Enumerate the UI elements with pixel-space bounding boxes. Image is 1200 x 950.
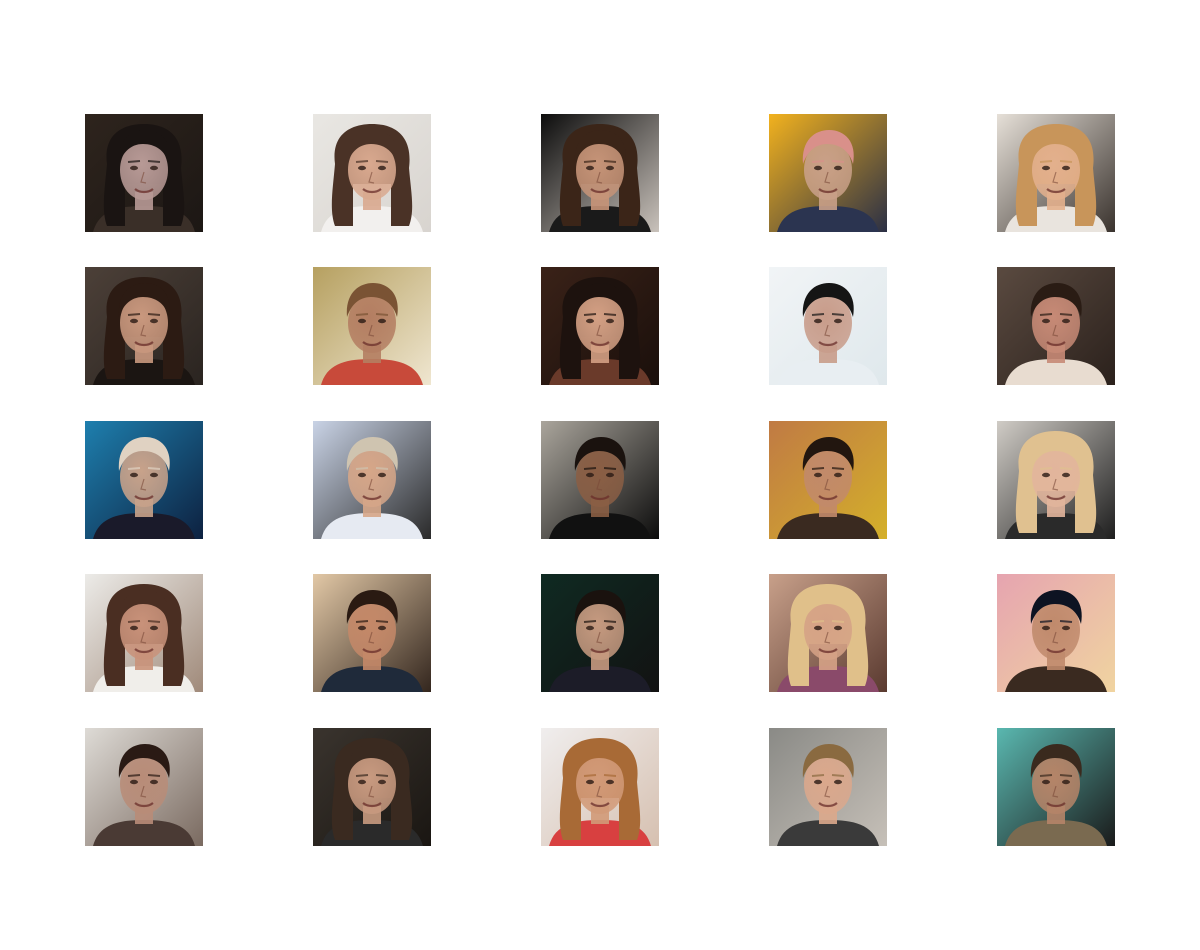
face-image	[997, 728, 1115, 846]
face-image	[85, 728, 203, 846]
face-image	[541, 728, 659, 846]
face-image	[541, 267, 659, 385]
face-image	[313, 728, 431, 846]
face-image	[769, 421, 887, 539]
face-image	[313, 114, 431, 232]
face-image	[313, 267, 431, 385]
face-image	[769, 267, 887, 385]
face-image	[541, 114, 659, 232]
face-image	[541, 574, 659, 692]
face-image	[997, 421, 1115, 539]
face-image	[85, 574, 203, 692]
face-image	[997, 574, 1115, 692]
face-image	[541, 421, 659, 539]
face-image	[769, 574, 887, 692]
face-image	[85, 114, 203, 232]
face-image	[85, 421, 203, 539]
face-image	[769, 114, 887, 232]
face-image	[769, 728, 887, 846]
face-image	[313, 574, 431, 692]
face-image	[85, 267, 203, 385]
face-image	[997, 267, 1115, 385]
face-image	[997, 114, 1115, 232]
face-image	[313, 421, 431, 539]
